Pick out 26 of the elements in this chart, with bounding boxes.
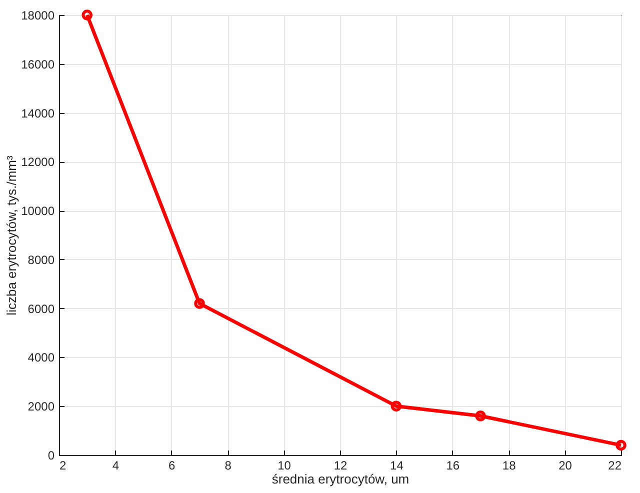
- x-tick-label: 16: [446, 458, 460, 472]
- y-tick-label: 12000: [21, 155, 55, 170]
- y-tick-label: 2000: [28, 400, 55, 414]
- x-tick-label: 10: [278, 458, 292, 472]
- x-tick-label: 18: [502, 458, 516, 472]
- x-tick-label: 14: [390, 458, 404, 472]
- x-tick-label: 4: [112, 458, 120, 472]
- x-tick-label: 12: [334, 458, 348, 472]
- point: [475, 410, 486, 422]
- y-tick-label: 4000: [28, 350, 55, 365]
- x-tick-label: 8: [224, 458, 232, 472]
- point: [390, 400, 402, 412]
- y-tick-label: 14000: [21, 106, 55, 120]
- x-tick-label: 20: [558, 458, 572, 472]
- x-tick-label: 22: [608, 458, 622, 472]
- x-tick-label: 2: [60, 458, 66, 472]
- y-tick-label: 10000: [21, 204, 55, 218]
- x-tick-label: 6: [168, 458, 176, 472]
- y-tick-label: 6000: [28, 302, 55, 316]
- y-tick-label: 18000: [21, 8, 55, 22]
- y-tick-label: 0: [48, 448, 55, 462]
- y-axis-title: liczba erytrocytów, tys./mm³: [4, 155, 20, 316]
- y-tick-label: 16000: [21, 57, 55, 72]
- point: [194, 298, 205, 309]
- y-tick-label: 8000: [28, 252, 55, 267]
- x-axis-title: średnia erytrocytów, um: [272, 472, 410, 486]
